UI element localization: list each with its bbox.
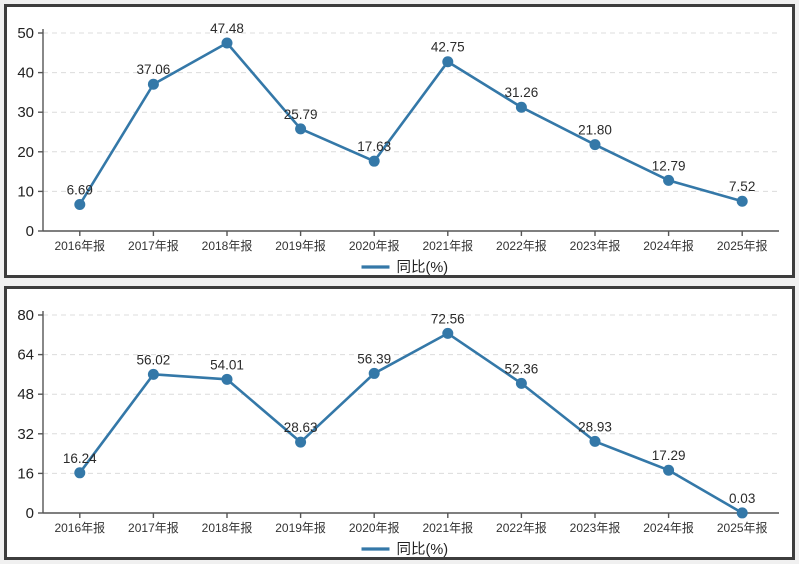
data-label: 0.03 xyxy=(729,491,755,506)
y-tick-label: 80 xyxy=(17,307,34,324)
data-label: 12.79 xyxy=(652,158,686,173)
data-label: 28.63 xyxy=(284,420,318,435)
y-tick-label: 0 xyxy=(26,505,34,522)
gridlines xyxy=(43,32,779,192)
data-point[interactable] xyxy=(515,101,527,113)
data-point[interactable] xyxy=(221,37,233,49)
data-point[interactable] xyxy=(736,195,748,207)
series-line xyxy=(78,41,744,206)
x-tick-label: 2024年报 xyxy=(643,238,694,253)
data-point[interactable] xyxy=(589,139,601,151)
y-axis-ticks: 0 16 32 48 64 80 xyxy=(17,307,43,522)
x-tick-label: 2017年报 xyxy=(128,520,179,535)
data-point[interactable] xyxy=(663,174,675,186)
legend[interactable]: 同比(%) xyxy=(361,541,449,557)
legend-label: 同比(%) xyxy=(397,259,449,275)
data-point[interactable] xyxy=(368,367,380,379)
data-label: 28.93 xyxy=(578,419,612,434)
x-tick-label: 2022年报 xyxy=(496,520,547,535)
x-tick-label: 2020年报 xyxy=(349,520,400,535)
x-tick-label: 2023年报 xyxy=(570,238,621,253)
y-tick-label: 16 xyxy=(17,465,34,482)
y-tick-label: 50 xyxy=(17,25,34,42)
x-tick-label: 2022年报 xyxy=(496,238,547,253)
data-label: 6.69 xyxy=(67,183,93,198)
yoy-line-chart-top: 0 10 20 30 40 50 2016年报 2017年报 2018年报 2019年报 2020年… xyxy=(17,21,779,275)
data-points: 6.69 37.06 47.48 25.79 17.63 42.75 31.26 21.80 1… xyxy=(67,21,755,211)
data-point[interactable] xyxy=(74,467,86,479)
x-tick-label: 2019年报 xyxy=(275,238,326,253)
data-label: 31.26 xyxy=(505,85,539,100)
y-axis-ticks: 0 10 20 30 40 50 xyxy=(17,25,43,240)
y-tick-label: 0 xyxy=(26,223,34,240)
x-tick-label: 2016年报 xyxy=(54,238,105,253)
data-point[interactable] xyxy=(442,56,454,68)
x-tick-label: 2019年报 xyxy=(275,520,326,535)
x-tick-label: 2024年报 xyxy=(643,520,694,535)
data-label: 16.24 xyxy=(63,451,97,466)
data-label: 21.80 xyxy=(578,123,612,138)
legend[interactable]: 同比(%) xyxy=(361,259,449,275)
y-tick-label: 20 xyxy=(17,144,34,161)
data-point[interactable] xyxy=(74,199,86,211)
series-line xyxy=(78,332,744,515)
x-tick-label: 2018年报 xyxy=(202,520,253,535)
chart-panel-bottom: 0 16 32 48 64 80 2016年报 2017年报 2018年报 2019年报 2020年… xyxy=(4,286,795,560)
data-point[interactable] xyxy=(589,435,601,447)
x-tick-label: 2020年报 xyxy=(349,238,400,253)
y-tick-label: 32 xyxy=(17,426,34,443)
axes xyxy=(42,29,779,232)
x-tick-label: 2021年报 xyxy=(422,520,473,535)
data-label: 54.01 xyxy=(210,357,244,372)
axes xyxy=(42,311,779,514)
data-point[interactable] xyxy=(515,377,527,389)
data-label: 17.29 xyxy=(652,448,686,463)
y-tick-label: 40 xyxy=(17,65,34,82)
x-tick-label: 2018年报 xyxy=(202,238,253,253)
x-axis-ticks: 2016年报 2017年报 2018年报 2019年报 2020年报 2021年报 2022… xyxy=(54,231,768,253)
x-tick-label: 2025年报 xyxy=(717,520,768,535)
data-point[interactable] xyxy=(221,373,233,385)
data-point[interactable] xyxy=(295,123,307,135)
x-tick-label: 2017年报 xyxy=(128,238,179,253)
data-label: 42.75 xyxy=(431,40,465,55)
y-tick-label: 30 xyxy=(17,104,34,121)
x-tick-label: 2023年报 xyxy=(570,520,621,535)
data-label: 37.06 xyxy=(137,62,171,77)
data-label: 56.02 xyxy=(137,352,171,367)
data-points: 16.24 56.02 54.01 28.63 56.39 72.56 52.36 28.93… xyxy=(63,311,755,519)
data-point[interactable] xyxy=(736,507,748,519)
data-point[interactable] xyxy=(147,368,159,380)
data-label: 17.63 xyxy=(357,139,391,154)
data-label: 56.39 xyxy=(357,351,391,366)
legend-label: 同比(%) xyxy=(397,541,449,557)
data-point[interactable] xyxy=(442,327,454,339)
y-tick-label: 48 xyxy=(17,386,34,403)
yoy-line-chart-bottom: 0 16 32 48 64 80 2016年报 2017年报 2018年报 2019年报 2020年… xyxy=(17,307,779,557)
data-label: 52.36 xyxy=(505,361,539,376)
x-tick-label: 2021年报 xyxy=(422,238,473,253)
gridlines xyxy=(43,314,779,474)
data-label: 47.48 xyxy=(210,21,244,36)
chart-panel-top: 0 10 20 30 40 50 2016年报 2017年报 2018年报 2019年报 2020年… xyxy=(4,4,795,278)
x-axis-ticks: 2016年报 2017年报 2018年报 2019年报 2020年报 2021年报 2022… xyxy=(54,513,768,535)
data-point[interactable] xyxy=(147,78,159,90)
x-tick-label: 2016年报 xyxy=(54,520,105,535)
data-point[interactable] xyxy=(295,436,307,448)
data-label: 72.56 xyxy=(431,311,465,326)
data-point[interactable] xyxy=(368,155,380,167)
y-tick-label: 10 xyxy=(17,183,34,200)
data-point[interactable] xyxy=(663,464,675,476)
y-tick-label: 64 xyxy=(17,347,34,364)
data-label: 7.52 xyxy=(729,179,755,194)
x-tick-label: 2025年报 xyxy=(717,238,768,253)
data-label: 25.79 xyxy=(284,107,318,122)
